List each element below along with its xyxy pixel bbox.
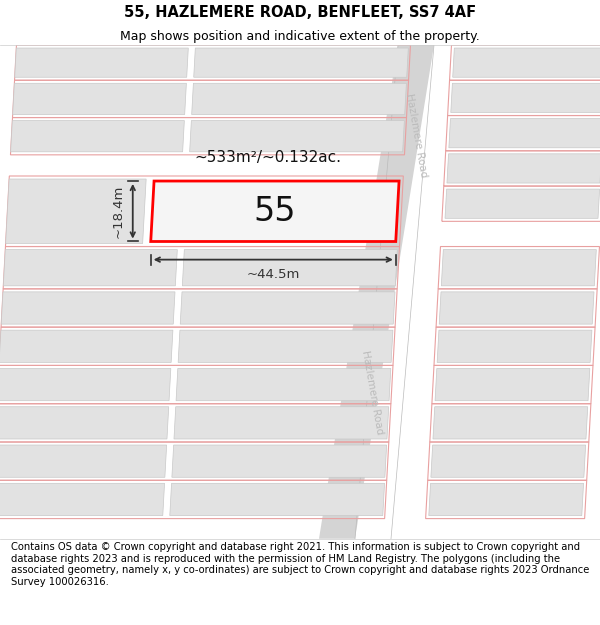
Polygon shape	[15, 48, 188, 78]
Polygon shape	[0, 407, 169, 439]
Polygon shape	[170, 483, 385, 516]
Text: ~533m²/~0.132ac.: ~533m²/~0.132ac.	[194, 151, 341, 166]
Polygon shape	[176, 369, 391, 401]
Polygon shape	[435, 369, 590, 401]
Polygon shape	[151, 181, 399, 241]
Polygon shape	[1, 292, 175, 324]
Polygon shape	[439, 292, 594, 324]
Polygon shape	[174, 407, 389, 439]
Polygon shape	[191, 83, 406, 114]
Polygon shape	[13, 83, 187, 114]
Text: Contains OS data © Crown copyright and database right 2021. This information is : Contains OS data © Crown copyright and d…	[11, 542, 589, 587]
Polygon shape	[5, 179, 146, 244]
Text: ~18.4m: ~18.4m	[112, 184, 125, 238]
Polygon shape	[437, 330, 592, 362]
Polygon shape	[445, 189, 599, 218]
Polygon shape	[442, 249, 596, 286]
Polygon shape	[429, 483, 584, 516]
Polygon shape	[182, 249, 397, 286]
Polygon shape	[449, 119, 600, 148]
Text: Map shows position and indicative extent of the property.: Map shows position and indicative extent…	[120, 31, 480, 43]
Polygon shape	[178, 330, 393, 362]
Polygon shape	[0, 330, 173, 362]
Polygon shape	[431, 445, 586, 478]
Polygon shape	[0, 483, 164, 516]
Text: Hazlemere Road: Hazlemere Road	[404, 93, 428, 179]
Polygon shape	[0, 445, 167, 478]
Text: 55: 55	[254, 195, 296, 228]
Text: ~44.5m: ~44.5m	[247, 268, 300, 281]
Polygon shape	[4, 249, 178, 286]
Polygon shape	[319, 45, 434, 539]
Polygon shape	[451, 83, 600, 112]
Polygon shape	[190, 121, 404, 152]
Polygon shape	[11, 121, 184, 152]
Polygon shape	[180, 292, 395, 324]
Text: 55, HAZLEMERE ROAD, BENFLEET, SS7 4AF: 55, HAZLEMERE ROAD, BENFLEET, SS7 4AF	[124, 5, 476, 20]
Polygon shape	[447, 154, 600, 183]
Polygon shape	[194, 48, 409, 78]
Polygon shape	[172, 445, 386, 478]
Polygon shape	[433, 407, 588, 439]
Polygon shape	[0, 369, 171, 401]
Text: Hazlemere Road: Hazlemere Road	[359, 350, 385, 436]
Polygon shape	[453, 48, 600, 78]
